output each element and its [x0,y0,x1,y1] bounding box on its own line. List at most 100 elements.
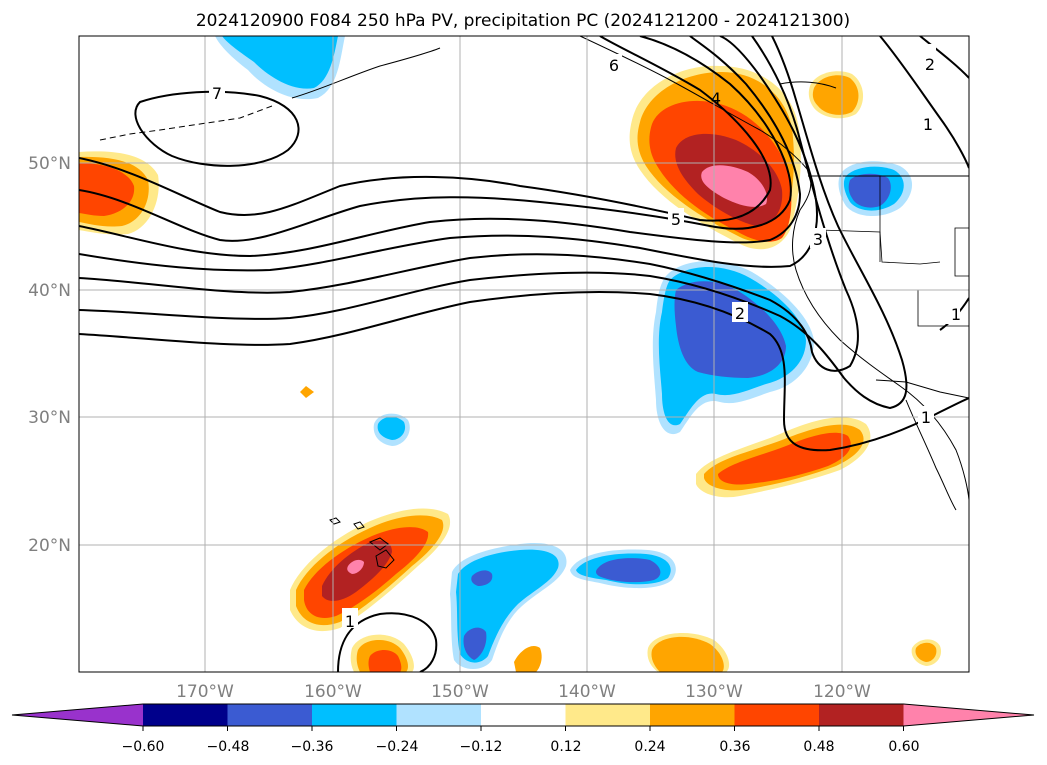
coastline-alaska-peninsula [291,47,441,99]
colorbar-tick-label: −0.60 [122,739,165,755]
lon-label: 130°W [685,682,743,702]
colorbar-swatch [312,704,397,726]
pv-label: 6 [609,56,619,75]
colorbar-tick-label: 0.60 [888,739,919,755]
pv-label: 2 [735,304,745,323]
figure-title: 2024120900 F084 250 hPa PV, precipitatio… [196,11,850,31]
colorbar-swatch [903,704,1034,726]
island-big-island [375,549,395,569]
border-states [954,227,969,277]
lon-label: 120°W [813,682,871,702]
colorbar-swatches [11,703,1035,727]
precip-region-negative [471,570,493,586]
clabel-bg [668,208,684,228]
pv-contour-1-south [337,612,438,672]
latitude-labels: 50°N 40°N 30°N 20°N [28,154,71,556]
colorbar-tick-labels: −0.60 −0.48 −0.36 −0.24 −0.12 0.12 0.24 … [122,739,920,755]
lon-label: 160°W [304,682,362,702]
colorbar-tick-label: −0.24 [376,739,419,755]
lat-label: 20°N [28,536,71,556]
colorbar-tick-label: 0.12 [550,739,581,755]
colorbar-swatch [143,704,228,726]
pv-contour-5 [79,36,792,242]
pv-contour-6 [79,36,772,222]
lat-label: 30°N [28,408,71,428]
pv-contour-2b [79,36,908,410]
lon-label: 150°W [431,682,489,702]
pv-contour-1-ne [879,36,969,169]
pv-contour-4 [79,36,802,258]
colorbar: −0.60 −0.48 −0.36 −0.24 −0.12 0.12 0.24 … [11,703,1035,755]
precip-region-positive [368,650,402,672]
colorbar-swatch [565,704,651,726]
colorbar-tick-label: 0.36 [719,739,750,755]
coastline-bc [779,81,837,89]
longitude-labels: 170°W 160°W 150°W 140°W 130°W 120°W [176,682,871,702]
precip-region-positive [701,165,768,207]
precip-region-positive [300,386,314,398]
precip-region-positive [812,75,859,115]
clabel-bg [732,302,748,322]
clabel-bg [920,114,936,134]
precip-region-negative [463,627,487,660]
colorbar-ticks [142,726,904,731]
map-panel: 7 6 5 4 3 2 2 1 1 1 1 [78,35,970,673]
clabel-bg [920,44,936,64]
precip-region-positive [514,645,542,672]
border-usa-mexico [875,379,969,399]
colorbar-swatch [734,704,820,726]
colorbar-swatch [650,704,735,726]
colorbar-swatch [12,704,143,726]
colorbar-tick-label: 0.24 [634,739,665,755]
clabel-bg [209,82,225,102]
colorbar-swatch [396,704,482,726]
precip-region-negative [222,36,338,89]
pv-label: 1 [923,115,933,134]
pv-contour-2 [79,36,859,372]
pv-label: 5 [671,210,681,229]
clabel-bg [918,406,934,426]
pv-label: 2 [925,55,935,74]
clabel-bg [810,228,826,248]
precip-region-positive [718,432,851,485]
coastline-aleutians [99,105,273,141]
lon-label: 140°W [558,682,616,702]
pv-label: 1 [951,305,961,324]
pv-contour-labels: 7 6 5 4 3 2 2 1 1 1 1 [209,44,961,631]
pv-label: 4 [711,89,721,108]
island-maui [369,537,389,551]
pv-label: 1 [921,408,931,427]
map-frame [78,35,970,673]
precip-region-negative [596,558,661,583]
precip-region-positive [79,163,135,216]
clabel-bg [342,608,358,628]
colorbar-tick-label: −0.48 [207,739,250,755]
border-states [819,229,941,265]
colorbar-tick-label: −0.36 [291,739,334,755]
colorbar-swatch [819,704,904,726]
pv-contour-3 [79,36,818,272]
precip-region-positive [651,636,724,672]
colorbar-swatch [481,704,566,726]
border-states [917,290,969,327]
precip-region-positive [347,559,364,574]
colorbar-tick-label: 0.48 [803,739,834,755]
lat-label: 50°N [28,154,71,174]
pv-label: 7 [212,84,222,103]
clabel-bg [606,54,622,74]
island-oahu [353,521,365,530]
coastline-baja [905,399,957,511]
colorbar-tick-label: −0.12 [460,739,503,755]
colorbar-swatch [227,704,313,726]
pv-label: 1 [345,612,355,631]
precipitation-anomaly-fields [79,36,942,672]
pv-contours [79,36,969,672]
pv-label: 3 [813,230,823,249]
clabel-bg [944,304,960,324]
lat-label: 40°N [28,281,71,301]
precip-region-negative [377,416,406,440]
gridlines [79,36,969,672]
lon-label: 170°W [176,682,234,702]
pv-contour-2-ne [919,36,969,79]
